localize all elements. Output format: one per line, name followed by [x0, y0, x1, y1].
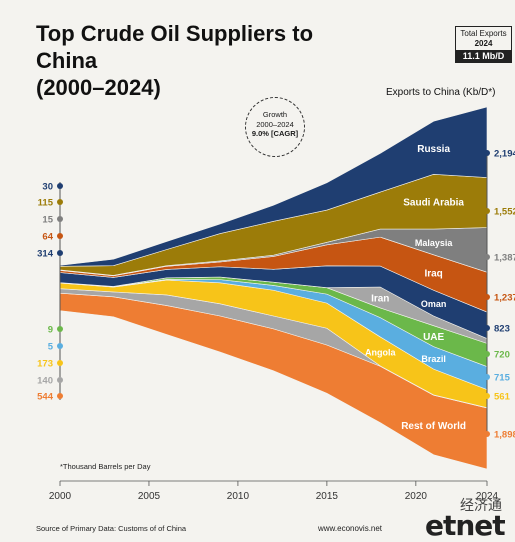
end-value-1: 1,552	[494, 207, 515, 218]
total-exports-label: Total Exports	[460, 29, 507, 38]
start-value-4: 314	[37, 249, 54, 260]
etnet-watermark: 经济通 etnet	[425, 495, 515, 542]
end-dot-2	[484, 254, 490, 260]
start-value-8: 140	[37, 376, 53, 387]
start-value-0: 30	[42, 182, 53, 193]
total-exports-value: 11.1 Mb/D	[456, 50, 511, 62]
exports-axis-label: Exports to China (Kb/D*)	[386, 87, 496, 98]
start-value-6: 5	[48, 342, 54, 353]
total-exports-box: Total Exports 2024 11.1 Mb/D	[455, 26, 512, 63]
series-label-9: Rest of World	[401, 421, 466, 432]
end-dot-9	[484, 431, 490, 437]
watermark-cn: 经济通	[460, 498, 502, 514]
x-tick-label-4: 2020	[405, 491, 428, 502]
end-dot-3	[484, 294, 490, 300]
series-label-3: Iraq	[424, 269, 442, 280]
end-value-7: 561	[494, 392, 511, 403]
start-dot-9	[57, 393, 63, 399]
start-value-1: 115	[38, 198, 54, 209]
end-dot-0	[484, 150, 490, 156]
watermark-en: etnet	[425, 509, 506, 542]
start-dot-1	[57, 199, 63, 205]
growth-label: Growth	[262, 110, 288, 119]
end-dot-5	[484, 351, 490, 357]
end-value-6: 715	[494, 373, 511, 384]
x-tick-label-1: 2005	[138, 491, 161, 502]
start-value-7: 173	[37, 359, 53, 370]
end-dot-6	[484, 374, 490, 380]
x-tick-label-0: 2000	[49, 491, 72, 502]
start-value-5: 9	[48, 325, 53, 336]
title-line-1: Top Crude Oil Suppliers to China	[36, 21, 314, 73]
end-value-4: 823	[494, 324, 510, 335]
series-label-2: Malaysia	[415, 238, 454, 248]
site-link[interactable]: www.econovis.net	[318, 524, 383, 533]
title-line-2: (2000–2024)	[36, 75, 161, 100]
start-dot-8	[57, 377, 63, 383]
start-dot-6	[57, 343, 63, 349]
series-label-8: Angola	[365, 347, 396, 357]
start-value-9: 544	[37, 392, 54, 403]
start-value-3: 64	[42, 232, 53, 243]
series-label-7: Iran	[371, 293, 389, 304]
end-value-0: 2,194	[494, 149, 515, 160]
series-label-1: Saudi Arabia	[403, 198, 464, 209]
end-dot-7	[484, 393, 490, 399]
end-value-3: 1,237	[494, 293, 515, 304]
start-dot-5	[57, 326, 63, 332]
x-tick-label-3: 2015	[316, 491, 339, 502]
start-dot-3	[57, 233, 63, 239]
series-label-4: Oman	[421, 299, 447, 309]
end-dot-1	[484, 208, 490, 214]
start-dot-7	[57, 360, 63, 366]
end-value-5: 720	[494, 350, 510, 361]
total-exports-year: 2024	[474, 39, 493, 48]
x-tick-label-5: 2024	[476, 491, 499, 502]
growth-value: 9.0% [CAGR]	[251, 129, 299, 138]
footnote: *Thousand Barrels per Day	[60, 462, 151, 471]
series-label-6: UAE	[423, 332, 444, 343]
growth-period: 2000–2024	[256, 119, 294, 129]
series-label-0: Russia	[417, 144, 450, 155]
end-value-9: 1,898	[494, 430, 515, 441]
growth-badge: Growth 2000–2024 9.0% [CAGR]	[245, 97, 305, 157]
start-value-2: 15	[42, 215, 53, 226]
page-title: Top Crude Oil Suppliers to China (2000–2…	[36, 20, 366, 101]
x-tick-label-2: 2010	[227, 491, 250, 502]
source-note: Source of Primary Data: Customs of of Ch…	[36, 524, 187, 533]
start-dot-0	[57, 183, 63, 189]
end-dot-4	[484, 325, 490, 331]
start-dot-2	[57, 216, 63, 222]
end-value-2: 1,387	[494, 253, 515, 264]
series-label-5: Brazil	[421, 354, 446, 364]
start-dot-4	[57, 250, 63, 256]
